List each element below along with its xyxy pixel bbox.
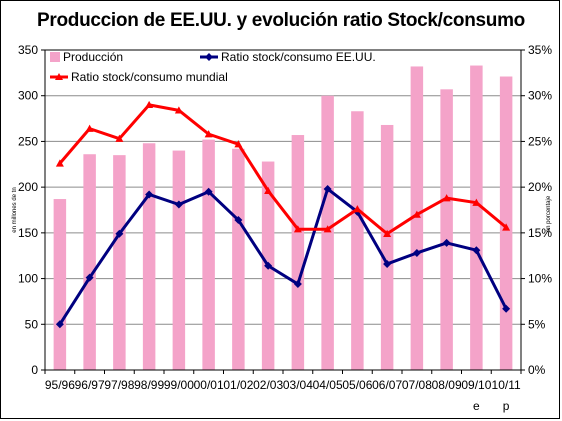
marker-ratio-eeuu — [204, 187, 213, 196]
y2-tick-label: 35% — [528, 43, 552, 57]
marker-ratio-eeuu — [234, 216, 243, 225]
y-tick-label: 350 — [18, 43, 38, 57]
bar-produccion — [202, 139, 215, 370]
bar-produccion — [83, 154, 96, 370]
x-tick-label: 05/06 — [342, 378, 372, 392]
y2-tick-label: 15% — [528, 226, 552, 240]
marker-ratio-eeuu — [412, 248, 421, 257]
bar-produccion — [291, 135, 305, 370]
x-tick-label: 95/96 — [45, 378, 75, 392]
marker-ratio-eeuu — [115, 229, 124, 238]
marker-ratio-mundial — [174, 106, 183, 114]
legend-swatch-produccion — [50, 52, 60, 62]
x-tick-label: 98/99 — [134, 378, 164, 392]
x-tick-label: 08/09 — [432, 378, 462, 392]
bar-produccion — [113, 155, 126, 370]
y-axis-title: en millones de tn — [12, 187, 18, 232]
bar-produccion — [321, 95, 334, 370]
x-tick-label: 04/05 — [313, 378, 343, 392]
y-tick-label: 200 — [18, 180, 38, 194]
marker-ratio-mundial — [383, 229, 392, 237]
marker-ratio-eeuu — [264, 261, 273, 270]
bar-produccion — [172, 150, 186, 370]
legend-marker-ratio-eeuu — [205, 53, 213, 61]
marker-ratio-mundial — [204, 130, 213, 138]
x-tick-label: 00/01 — [194, 378, 224, 392]
marker-ratio-eeuu — [293, 280, 302, 289]
legend-label-ratio-eeuu: Ratio stock/consumo EE.UU. — [221, 50, 376, 64]
x-tick-label: 01/02 — [223, 378, 253, 392]
marker-ratio-mundial — [145, 100, 154, 109]
y-tick-label: 300 — [18, 89, 38, 103]
marker-ratio-mundial — [442, 194, 451, 202]
marker-ratio-mundial — [472, 198, 481, 206]
marker-ratio-eeuu — [323, 184, 332, 193]
marker-ratio-eeuu — [145, 190, 154, 199]
bar-produccion — [142, 143, 156, 370]
bar-produccion — [53, 199, 67, 370]
y2-tick-label: 0% — [528, 363, 546, 377]
y-tick-label: 150 — [18, 226, 38, 240]
y2-tick-label: 5% — [528, 317, 546, 331]
marker-ratio-eeuu — [55, 320, 64, 329]
legend-label-produccion: Producción — [63, 50, 123, 64]
line-ratio-mundial — [58, 103, 508, 236]
marker-ratio-mundial — [502, 223, 511, 231]
x-tick-label: 06/07 — [372, 378, 402, 392]
line-series — [55, 100, 511, 329]
y-tick-label: 50 — [25, 317, 39, 331]
bar-produccion — [470, 65, 483, 371]
marker-ratio-mundial — [85, 124, 94, 132]
legend-label-ratio-mundial: Ratio stock/consumo mundial — [71, 70, 228, 84]
x-tick-label: 09/10 — [461, 378, 491, 392]
x-tick-label: 07/08 — [402, 378, 432, 392]
marker-ratio-eeuu — [502, 304, 511, 313]
bar-produccion — [410, 66, 424, 370]
bar-series-produccion — [53, 65, 513, 371]
y2-tick-label: 20% — [528, 180, 552, 194]
marker-ratio-mundial — [264, 186, 273, 194]
y-tick-label: 250 — [18, 134, 38, 148]
y2-tick-label: 25% — [528, 134, 552, 148]
x-tick-sublabel: e — [473, 399, 480, 413]
marker-ratio-mundial — [293, 225, 302, 233]
y2-axis-title: en porcentaje — [546, 195, 552, 232]
bar-produccion — [232, 148, 245, 370]
marker-ratio-eeuu — [442, 238, 451, 247]
x-tick-label: 96/97 — [75, 378, 105, 392]
y2-tick-label: 10% — [528, 272, 552, 286]
marker-ratio-mundial — [234, 140, 243, 148]
chart-title: Produccion de EE.UU. y evolución ratio S… — [37, 10, 525, 31]
y-tick-label: 0 — [31, 363, 38, 377]
bar-produccion — [440, 89, 453, 371]
y-tick-label: 100 — [18, 272, 38, 286]
bar-produccion — [351, 111, 364, 370]
marker-ratio-eeuu — [174, 200, 183, 209]
legend-marker-ratio-mundial — [55, 73, 63, 80]
marker-ratio-mundial — [323, 225, 332, 233]
marker-ratio-eeuu — [472, 246, 481, 255]
x-tick-label: 02/03 — [253, 378, 283, 392]
y2-tick-label: 30% — [528, 89, 552, 103]
bar-produccion — [380, 124, 394, 370]
bar-produccion — [499, 76, 513, 370]
x-tick-label: 99/00 — [164, 378, 194, 392]
legend: Producción Ratio stock/consumo EE.UU. Rati… — [50, 50, 376, 84]
marker-ratio-mundial — [55, 159, 64, 167]
x-tick-label: 10/11 — [492, 378, 521, 392]
x-tick-sublabel: p — [503, 399, 510, 413]
x-tick-label: 97/98 — [104, 378, 134, 392]
axes: 0 50 100 150 200 250 300 350 0% 5% 10% 15% 20% 25% 30%… — [12, 43, 552, 413]
line-ratio-eeuu — [58, 187, 508, 326]
marker-ratio-mundial — [115, 134, 124, 142]
marker-ratio-mundial — [412, 210, 421, 218]
marker-ratio-mundial — [353, 205, 362, 213]
marker-ratio-eeuu — [383, 259, 392, 268]
x-tick-label: 03/04 — [283, 378, 313, 392]
marker-ratio-eeuu — [85, 273, 94, 282]
